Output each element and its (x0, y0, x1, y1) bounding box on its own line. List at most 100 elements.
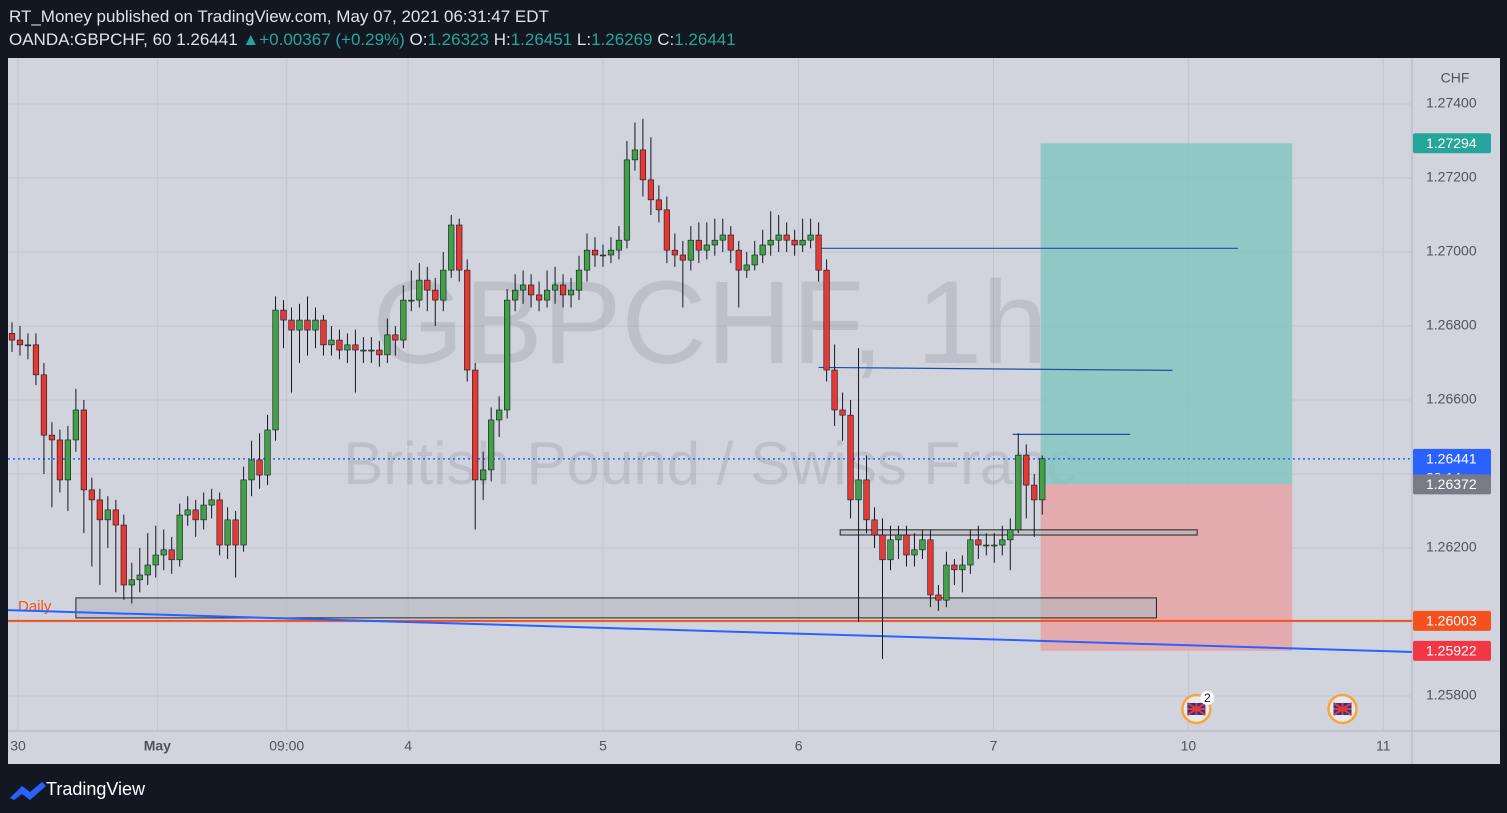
candle-body (296, 319, 303, 331)
candle-body (72, 409, 79, 441)
price-badge (1413, 474, 1491, 495)
candle-body (392, 334, 399, 341)
x-tick-label: 7 (990, 738, 998, 754)
candle-body (607, 249, 615, 256)
candle-body (911, 549, 918, 556)
candle-body (80, 409, 87, 491)
c-label: C: (657, 30, 675, 49)
candle-body (783, 234, 790, 241)
arrow: ▲ (242, 30, 260, 49)
candle-body (272, 309, 279, 431)
candle-body (847, 414, 854, 501)
candle-body (400, 299, 407, 341)
candle-body (767, 239, 774, 246)
logo (10, 782, 46, 800)
candle-body (839, 409, 846, 416)
candle-body (879, 534, 886, 561)
watermark-subtitle: British Pound / Swiss Franc (343, 430, 1077, 497)
y-tick-label: 1.26600 (1426, 391, 1477, 407)
candle-body (655, 199, 662, 211)
candle-body (919, 539, 926, 551)
candle-body (567, 289, 575, 296)
ray-line (818, 366, 1173, 371)
candle-body (559, 284, 567, 296)
candle-body (144, 564, 151, 576)
candle-body (32, 344, 40, 376)
candle-body (320, 319, 327, 346)
candle-body (759, 244, 766, 256)
price-badge (1413, 640, 1491, 661)
zone-box (75, 597, 1157, 619)
candle-body (831, 369, 838, 411)
y-tick-label: 1.27400 (1426, 95, 1477, 111)
change: +0.00367 (+0.29%) (259, 30, 405, 49)
candle-body (679, 254, 686, 261)
x-tick-label: 6 (795, 738, 803, 754)
profit-zone (1040, 143, 1293, 485)
candle-body (959, 564, 966, 571)
candle-body (232, 519, 239, 546)
candle-body (192, 509, 199, 521)
candle-body (719, 234, 726, 241)
candle-body (168, 549, 175, 561)
candle-body (440, 269, 447, 301)
candle-body (1015, 454, 1022, 531)
candle-body (424, 279, 431, 291)
candle-body (871, 519, 878, 536)
candle-body (815, 234, 822, 271)
candle-body (376, 349, 383, 356)
candle-body (575, 269, 583, 291)
candle-body (671, 249, 678, 256)
y-tick-label: 1.25800 (1426, 687, 1477, 703)
candle-body (256, 459, 263, 476)
candle-body (120, 524, 127, 586)
candle-body (623, 159, 631, 241)
price-badge (1413, 133, 1491, 154)
candle-body (639, 149, 647, 181)
event-count-bg (1200, 691, 1215, 705)
candle-body (40, 374, 48, 436)
candle-body (384, 334, 391, 356)
publisher-line: RT_Money published on TradingView.com, M… (9, 7, 549, 26)
currency: CHF (1441, 70, 1470, 86)
candle-body (248, 459, 255, 481)
event-count: 2 (1204, 691, 1211, 705)
candle-body (895, 534, 902, 541)
candle-body (687, 239, 694, 261)
candle-body (152, 554, 159, 566)
candle-body (360, 349, 367, 352)
candle-body (368, 349, 375, 352)
candle-body (927, 539, 934, 596)
candle-body (935, 594, 942, 601)
candle-body (512, 289, 519, 301)
candle-body (599, 254, 607, 257)
candle-body (823, 269, 830, 371)
event-flag-cross (1332, 702, 1353, 716)
candle-body (176, 514, 183, 561)
candle-body (160, 549, 167, 556)
footer: TradingView (0, 764, 1507, 813)
candle-body (727, 234, 734, 251)
candle-body (288, 319, 295, 331)
price-badge-label: 1.26372 (1426, 476, 1477, 492)
candle-body (711, 239, 718, 246)
o: 1.26323 (427, 30, 489, 49)
candle-body (735, 249, 742, 271)
candle-body (551, 284, 559, 291)
candle-body (88, 489, 95, 501)
candle-body (943, 564, 950, 601)
candle-body (136, 574, 143, 581)
x-tick-label: May (144, 738, 171, 754)
candle-body (504, 299, 511, 411)
candle-body (999, 539, 1006, 546)
candle-body (695, 239, 702, 251)
x-tick-label: 10 (1181, 738, 1197, 754)
y-tick-label: 1.26200 (1426, 539, 1477, 555)
candle-body (615, 239, 623, 251)
candle-body (528, 284, 535, 296)
candle-body (1039, 458, 1046, 501)
candle-body (663, 209, 670, 251)
event-flag-cross (1186, 702, 1206, 716)
candle-body (432, 289, 439, 301)
candle-body (751, 254, 758, 266)
